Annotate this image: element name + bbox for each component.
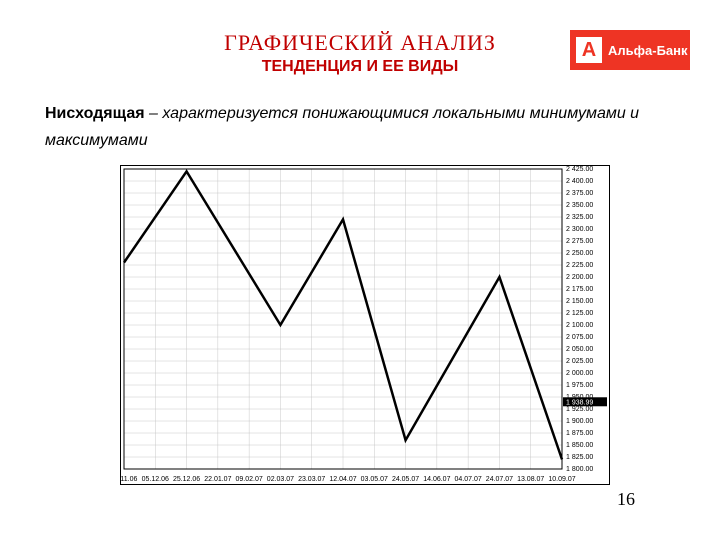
slide-title-sub: ТЕНДЕНЦИЯ И ЕЕ ВИДЫ [150, 58, 570, 76]
slide-description: Нисходящая – характеризуется понижающими… [45, 100, 645, 154]
svg-text:1 875.00: 1 875.00 [566, 430, 593, 437]
brand-logo-letter: А [576, 37, 602, 63]
svg-text:25.12.06: 25.12.06 [173, 476, 200, 483]
svg-text:2 250.00: 2 250.00 [566, 250, 593, 257]
svg-text:15.11.06: 15.11.06 [120, 476, 137, 483]
svg-text:2 200.00: 2 200.00 [566, 274, 593, 281]
svg-text:23.03.07: 23.03.07 [298, 476, 325, 483]
svg-text:1 900.00: 1 900.00 [566, 418, 593, 425]
brand-logo: А Альфа-Банк [570, 30, 690, 70]
svg-text:05.12.06: 05.12.06 [142, 476, 169, 483]
svg-text:12.04.07: 12.04.07 [329, 476, 356, 483]
svg-text:1 825.00: 1 825.00 [566, 454, 593, 461]
svg-text:24.07.07: 24.07.07 [486, 476, 513, 483]
svg-text:03.05.07: 03.05.07 [361, 476, 388, 483]
svg-text:2 150.00: 2 150.00 [566, 298, 593, 305]
svg-text:22.01.07: 22.01.07 [204, 476, 231, 483]
svg-text:2 100.00: 2 100.00 [566, 322, 593, 329]
svg-text:24.05.07: 24.05.07 [392, 476, 419, 483]
svg-text:2 350.00: 2 350.00 [566, 202, 593, 209]
svg-text:1 925.00: 1 925.00 [566, 406, 593, 413]
page-number: 16 [617, 489, 635, 510]
svg-text:2 400.00: 2 400.00 [566, 178, 593, 185]
svg-text:2 425.00: 2 425.00 [566, 166, 593, 173]
svg-text:09.02.07: 09.02.07 [236, 476, 263, 483]
svg-text:2 000.00: 2 000.00 [566, 370, 593, 377]
svg-text:2 275.00: 2 275.00 [566, 238, 593, 245]
svg-text:2 325.00: 2 325.00 [566, 214, 593, 221]
svg-text:2 075.00: 2 075.00 [566, 334, 593, 341]
svg-text:1 938.99: 1 938.99 [566, 399, 593, 406]
brand-logo-text: Альфа-Банк [608, 43, 688, 58]
trend-chart: 1 800.00 1 825.00 1 850.00 1 875.00 1 900.00… [120, 165, 610, 485]
svg-text:02.03.07: 02.03.07 [267, 476, 294, 483]
trend-chart-svg: 1 800.00 1 825.00 1 850.00 1 875.00 1 900.00… [120, 165, 610, 485]
svg-text:2 375.00: 2 375.00 [566, 190, 593, 197]
svg-text:10.09.07: 10.09.07 [548, 476, 575, 483]
svg-text:14.06.07: 14.06.07 [423, 476, 450, 483]
svg-text:2 050.00: 2 050.00 [566, 346, 593, 353]
svg-text:1 850.00: 1 850.00 [566, 442, 593, 449]
svg-text:2 025.00: 2 025.00 [566, 358, 593, 365]
svg-text:04.07.07: 04.07.07 [455, 476, 482, 483]
svg-text:2 300.00: 2 300.00 [566, 226, 593, 233]
svg-text:2 225.00: 2 225.00 [566, 262, 593, 269]
svg-text:2 175.00: 2 175.00 [566, 286, 593, 293]
svg-text:1 800.00: 1 800.00 [566, 466, 593, 473]
svg-text:13.08.07: 13.08.07 [517, 476, 544, 483]
svg-text:1 975.00: 1 975.00 [566, 382, 593, 389]
description-term: Нисходящая [45, 105, 145, 122]
svg-text:2 125.00: 2 125.00 [566, 310, 593, 317]
slide-title-main: ГРАФИЧЕСКИЙ АНАЛИЗ [150, 30, 570, 56]
